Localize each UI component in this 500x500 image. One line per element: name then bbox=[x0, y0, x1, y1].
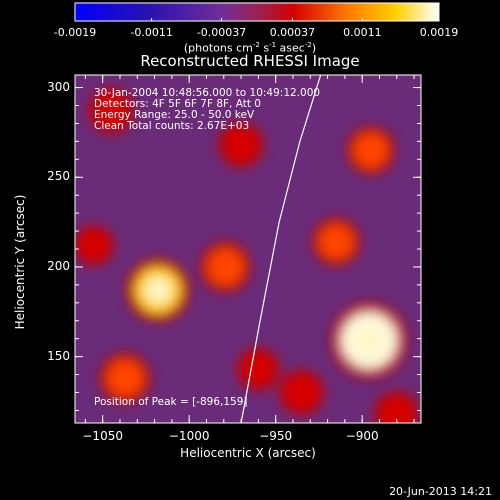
heatmap-source bbox=[79, 230, 109, 261]
heatmap-source bbox=[380, 397, 414, 423]
annotation-time: 30-Jan-2004 10:48:56.000 to 10:49:12.000 bbox=[94, 87, 321, 99]
x-tick-label: −900 bbox=[345, 429, 379, 443]
x-axis-label: Heliocentric X (arcsec) bbox=[180, 446, 316, 460]
y-tick-label: 200 bbox=[47, 258, 70, 273]
colorbar bbox=[74, 2, 440, 22]
annotation-detectors: Detectors: 4F 5F 6F 7F 8F, Att 0 bbox=[94, 98, 261, 110]
chart-title: Reconstructed RHESSI Image bbox=[140, 52, 360, 70]
annotation-clean: Clean Total counts: 2.67E+03 bbox=[94, 120, 250, 132]
colorbar-units: (photons cm-2 s-1 asec-2) bbox=[183, 41, 317, 55]
colorbar-ticks bbox=[74, 18, 440, 21]
heatmap-sources bbox=[75, 88, 420, 423]
heatmap-source bbox=[242, 353, 275, 385]
y-tick-label: 300 bbox=[47, 79, 70, 94]
y-axis-label: Heliocentric Y (arcsec) bbox=[13, 194, 27, 330]
heatmap-source-core bbox=[145, 277, 171, 304]
colorbar-tick-label: 0.0019 bbox=[419, 26, 459, 39]
heatmap-source bbox=[206, 248, 245, 286]
annotation-energy: Energy Range: 25.0 - 50.0 keV bbox=[94, 109, 255, 121]
x-tick-label: −1000 bbox=[168, 429, 210, 443]
solar-limb-line bbox=[240, 75, 322, 423]
colorbar-tick-label: -0.0019 bbox=[53, 26, 97, 39]
y-tick-label: 150 bbox=[47, 348, 70, 363]
axis-tick-marks bbox=[75, 75, 421, 423]
colorbar-tick-label: 0.00037 bbox=[269, 26, 316, 39]
heatmap-source bbox=[224, 128, 258, 162]
colorbar-tick-label: -0.00037 bbox=[196, 26, 247, 39]
colorbar-tick-label: -0.0011 bbox=[130, 26, 173, 39]
annotation-peak: Position of Peak = [-896,159] bbox=[94, 396, 248, 408]
heatmap-source bbox=[284, 375, 319, 410]
y-tick-label: 250 bbox=[47, 169, 70, 184]
colorbar-tick-label: 0.0011 bbox=[343, 26, 382, 39]
x-tick-label: −1050 bbox=[82, 429, 123, 443]
heatmap-source bbox=[353, 132, 389, 168]
heatmap-source bbox=[94, 94, 128, 128]
footer-date: 20-Jun-2013 14:21 bbox=[389, 485, 492, 498]
heatmap-source-core bbox=[353, 325, 385, 356]
x-tick-label: −950 bbox=[259, 429, 293, 443]
heatmap-source bbox=[318, 224, 354, 260]
heatmap-source bbox=[106, 359, 144, 397]
